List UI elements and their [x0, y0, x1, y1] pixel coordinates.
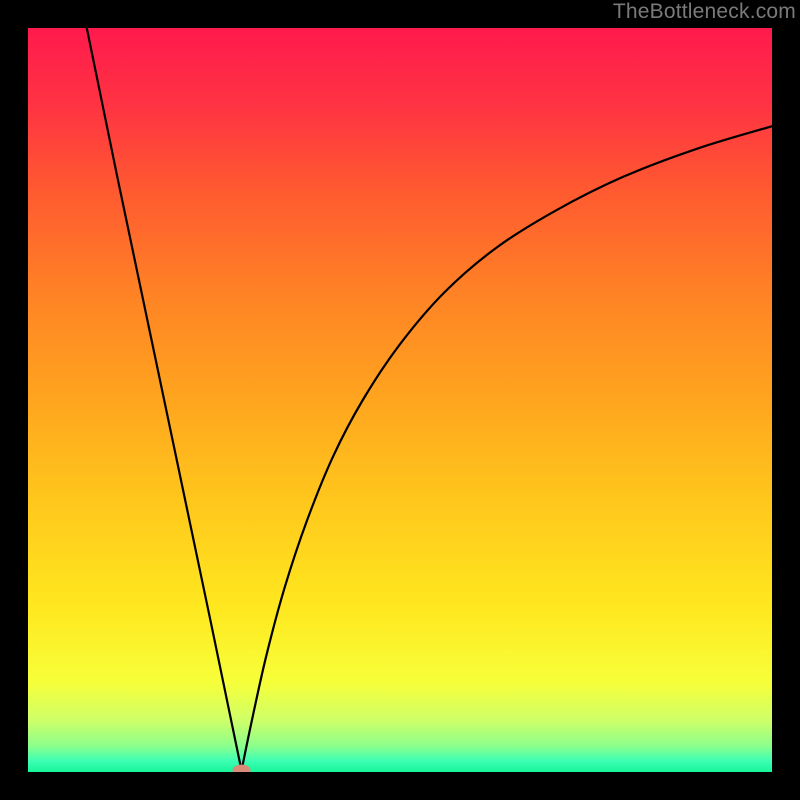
bottleneck-curve	[28, 28, 772, 772]
plot-area	[28, 28, 772, 772]
watermark-text: TheBottleneck.com	[613, 0, 796, 24]
minimum-marker-dot	[233, 765, 251, 772]
